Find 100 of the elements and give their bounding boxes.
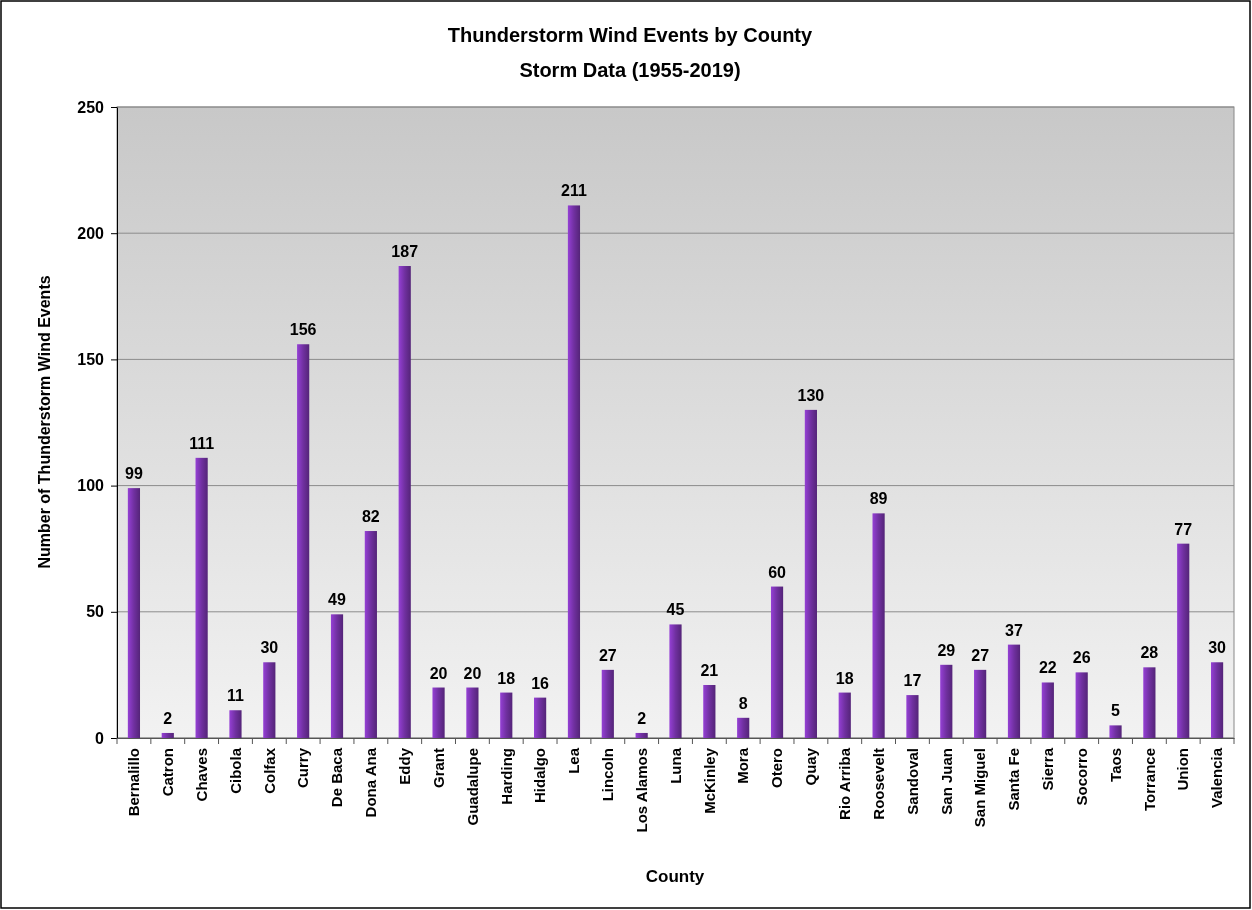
data-label: 5 [1111, 702, 1121, 720]
data-label: 17 [903, 672, 922, 690]
data-label: 20 [463, 664, 482, 682]
data-label: 30 [260, 639, 279, 657]
x-tick-label: McKinley [700, 747, 718, 814]
y-axis-title: Number of Thunderstorm Wind Events [36, 275, 53, 569]
bar [804, 409, 817, 738]
bar [872, 513, 885, 738]
bar [466, 687, 479, 738]
x-tick-label: Los Alamos [632, 748, 650, 833]
data-label: 26 [1072, 649, 1091, 667]
data-label: 82 [361, 508, 380, 526]
data-label: 2 [637, 709, 647, 727]
x-tick-label: Quay [802, 747, 820, 786]
bar [737, 717, 750, 738]
x-tick-label: Union [1174, 748, 1192, 791]
data-label: 29 [937, 641, 956, 659]
bar [940, 664, 953, 738]
y-tick-label: 0 [95, 729, 105, 747]
data-label: 8 [738, 694, 748, 712]
data-label: 89 [869, 490, 888, 508]
data-label: 28 [1140, 644, 1159, 662]
x-tick-label: Sierra [1039, 747, 1057, 791]
bar [669, 624, 682, 738]
bar [330, 614, 344, 738]
data-label: 22 [1038, 659, 1057, 677]
bar [601, 669, 614, 738]
y-tick-label: 150 [77, 351, 105, 369]
x-tick-label: San Miguel [971, 748, 989, 828]
x-tick-label: Dona Ana [362, 747, 380, 818]
bar [567, 205, 581, 738]
x-tick-label: Lincoln [599, 748, 617, 802]
x-tick-label: Bernalillo [125, 748, 143, 817]
x-tick-label: Catron [159, 748, 177, 797]
x-tick-label: Harding [497, 748, 515, 805]
x-tick-label: Luna [666, 747, 684, 784]
data-label: 30 [1208, 639, 1227, 657]
x-axis-title: County [645, 867, 705, 886]
x-tick-label: Hidalgo [531, 748, 549, 803]
bar [229, 710, 242, 738]
x-tick-label: Otero [768, 748, 786, 789]
bar [770, 586, 784, 738]
bar [534, 697, 547, 738]
bar [838, 692, 851, 738]
data-label: 18 [835, 669, 854, 687]
bar [635, 732, 648, 738]
data-label: 45 [666, 601, 685, 619]
x-tick-label: Colfax [260, 747, 278, 794]
bar [1210, 662, 1224, 738]
data-label: 211 [561, 182, 587, 200]
bar [1007, 644, 1021, 738]
x-tick-label: Valencia [1208, 747, 1226, 809]
x-tick-label: Chaves [192, 748, 210, 802]
x-tick-label: Lea [565, 747, 583, 774]
data-label: 99 [125, 465, 143, 483]
x-tick-label: Socorro [1072, 748, 1090, 806]
data-label: 18 [497, 669, 516, 687]
x-tick-label: San Juan [937, 748, 955, 815]
data-label: 21 [700, 662, 719, 679]
data-label: 130 [797, 386, 825, 404]
bar [364, 531, 377, 738]
chart-title: Thunderstorm Wind Events by County [447, 24, 814, 46]
data-label: 49 [328, 591, 347, 609]
bar [703, 685, 716, 738]
bar [398, 266, 411, 738]
data-label: 27 [971, 646, 990, 664]
x-tick-label: Sandoval [903, 748, 921, 815]
bar [297, 344, 310, 738]
bar [974, 669, 987, 738]
x-tick-label: De Baca [328, 747, 346, 808]
x-tick-label: Grant [429, 748, 447, 789]
data-label: 60 [768, 563, 787, 581]
x-tick-label: Guadalupe [463, 748, 481, 826]
data-label: 111 [189, 434, 215, 452]
bar [161, 732, 174, 738]
bar [432, 687, 445, 738]
bar [127, 488, 141, 738]
bar [195, 457, 208, 738]
chart-subtitle: Storm Data (1955-2019) [519, 59, 741, 81]
y-tick-label: 100 [77, 477, 105, 495]
bar [1143, 667, 1156, 738]
x-tick-label: Santa Fe [1005, 748, 1023, 811]
bar [1075, 672, 1088, 738]
bar [1109, 725, 1122, 738]
bar [1177, 543, 1190, 738]
y-tick-label: 200 [77, 224, 105, 242]
x-tick-label: Curry [294, 747, 312, 789]
data-label: 27 [598, 646, 617, 664]
data-label: 11 [227, 687, 245, 705]
data-label: 37 [1005, 621, 1023, 639]
data-label: 187 [391, 243, 419, 261]
x-tick-label: Taos [1106, 748, 1124, 782]
data-label: 156 [289, 321, 317, 339]
bar [263, 662, 276, 738]
bar [500, 692, 513, 738]
x-tick-label: Torrance [1140, 748, 1158, 812]
data-label: 77 [1174, 520, 1193, 538]
x-tick-label: Cibola [226, 747, 244, 794]
y-tick-label: 50 [86, 603, 105, 621]
data-label: 16 [531, 674, 550, 692]
